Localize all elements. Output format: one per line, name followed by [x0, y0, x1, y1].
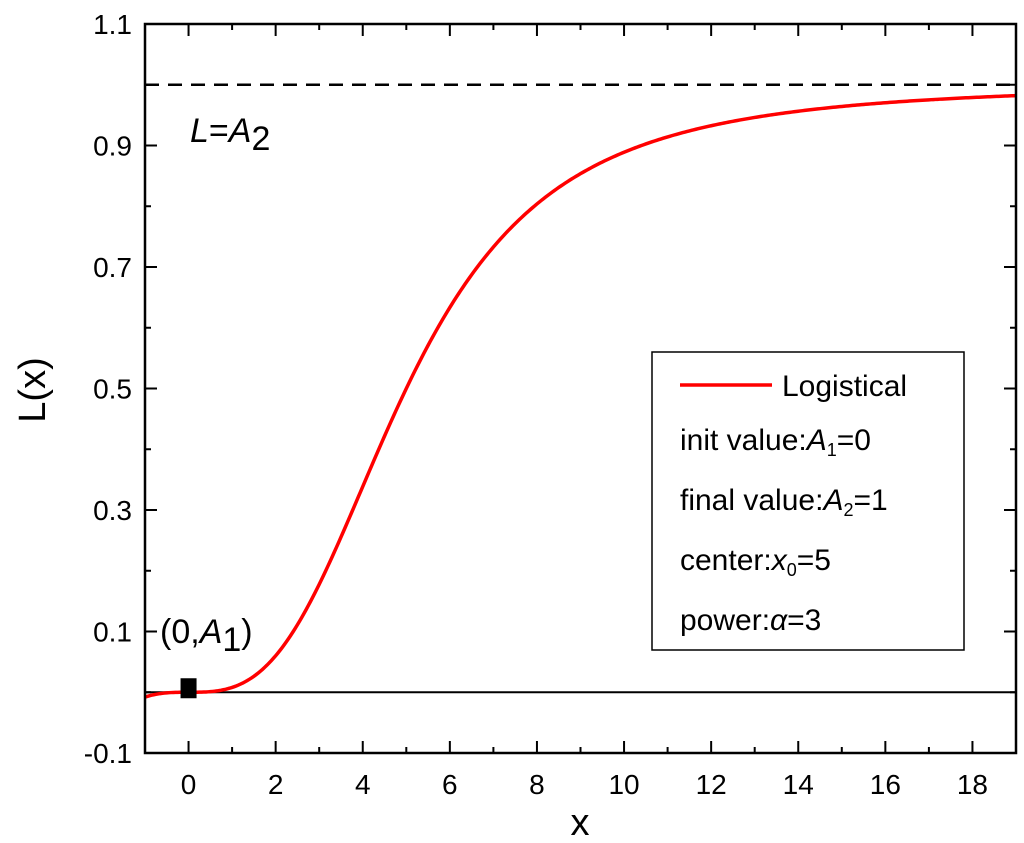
- y-tick-label: 1.1: [93, 9, 132, 40]
- legend-param-line: power:α=3: [680, 604, 821, 637]
- y-tick-label: 0.7: [93, 252, 132, 283]
- legend-param-value: =3: [787, 604, 821, 637]
- upper-line-eq: =: [209, 112, 229, 150]
- logistical-curve: [145, 93, 1016, 699]
- x-axis-ticks: 0 2 4 6 8 10 12 14 16 18: [181, 24, 988, 800]
- x-tick-label: 4: [355, 769, 371, 800]
- upper-line-sym: L: [190, 112, 209, 150]
- x-tick-label: 16: [870, 769, 901, 800]
- legend-param-line: center:x0=5: [680, 544, 831, 580]
- x-tick-label: 18: [957, 769, 988, 800]
- legend-param-prefix: center:: [680, 544, 772, 577]
- y-tick-label: 0.1: [93, 617, 132, 648]
- y-tick-label: 0.9: [93, 131, 132, 162]
- legend-param-subscript: 2: [843, 500, 853, 520]
- initial-point-marker: [180, 678, 197, 699]
- legend-param-value: =1: [853, 484, 887, 517]
- upper-line-sym2: A: [227, 112, 252, 150]
- legend-box: [651, 351, 965, 651]
- legend-param-line: final value:A2=1: [680, 484, 888, 520]
- upper-line-label: L=A2: [190, 112, 270, 158]
- legend-param-value: =0: [837, 424, 871, 457]
- legend-param-subscript: 0: [787, 560, 797, 580]
- legend-param-symbol: x: [770, 544, 788, 577]
- legend-param-line: init value:A1=0: [680, 424, 871, 460]
- legend-param-symbol: α: [770, 604, 788, 637]
- point-label: (0,A1): [160, 613, 253, 659]
- legend-param-subscript: 1: [827, 440, 837, 460]
- point-label-sym: A: [198, 613, 223, 651]
- point-label-open: (0,: [160, 613, 200, 651]
- x-tick-label: 10: [608, 769, 639, 800]
- legend-param-prefix: final value:: [680, 484, 823, 517]
- legend-series-label: Logistical: [782, 370, 907, 403]
- x-tick-label: 14: [783, 769, 814, 800]
- legend-param-prefix: init value:: [680, 424, 807, 457]
- x-tick-label: 2: [268, 769, 284, 800]
- legend-param-prefix: power:: [680, 604, 770, 637]
- y-axis-ticks: -0.1 0.1 0.3 0.5 0.7 0.9 1.1: [84, 9, 1016, 769]
- x-tick-label: 6: [442, 769, 458, 800]
- x-tick-label: 8: [529, 769, 545, 800]
- x-axis-title: x: [571, 802, 590, 843]
- y-tick-label: 0.5: [93, 374, 132, 405]
- x-tick-label: 12: [696, 769, 727, 800]
- point-label-sub: 1: [222, 621, 241, 659]
- y-tick-label: 0.3: [93, 495, 132, 526]
- x-tick-label: 0: [181, 769, 197, 800]
- legend-param-value: =5: [797, 544, 831, 577]
- legend-param-symbol: A: [821, 484, 843, 517]
- point-label-close: ): [241, 613, 252, 651]
- legend-param-symbol: A: [805, 424, 827, 457]
- upper-line-sub: 2: [251, 120, 270, 158]
- y-axis-title: L(x): [12, 357, 54, 422]
- y-tick-label: -0.1: [84, 738, 132, 769]
